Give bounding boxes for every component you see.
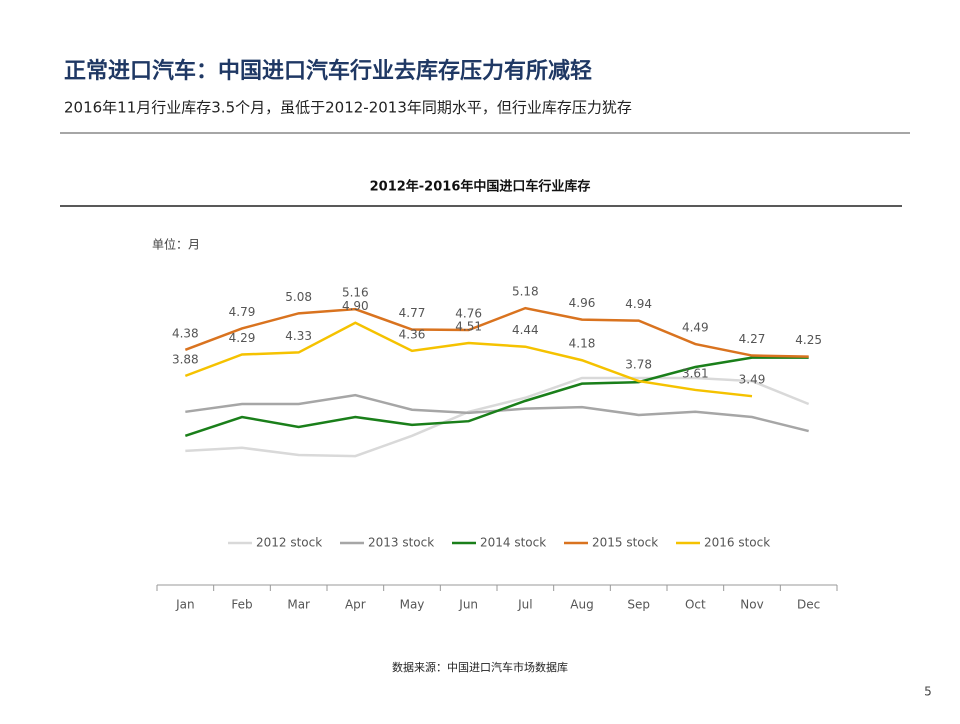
series-line xyxy=(184,356,809,437)
x-tick-label: May xyxy=(400,598,425,612)
data-label: 4.27 xyxy=(739,332,766,346)
x-tick-label: Jun xyxy=(458,598,478,612)
slide-subtitle: 2016年11月行业库存3.5个月，虽低于2012-2013年同期水平，但行业库… xyxy=(64,99,632,117)
x-tick-label: Nov xyxy=(740,598,763,612)
data-label: 3.61 xyxy=(682,366,709,380)
x-tick-label: Sep xyxy=(627,598,650,612)
data-label: 4.96 xyxy=(569,296,596,310)
data-label: 4.33 xyxy=(285,329,312,343)
data-label: 4.94 xyxy=(625,297,652,311)
series-line xyxy=(185,393,809,433)
data-label: 4.49 xyxy=(682,321,709,335)
data-label: 4.44 xyxy=(512,323,539,337)
data-label: 5.16 xyxy=(342,286,369,300)
data-label: 4.25 xyxy=(795,333,822,347)
data-label: 4.77 xyxy=(399,306,426,320)
legend-label: 2015 stock xyxy=(592,536,658,550)
unit-label: 单位：月 xyxy=(152,237,200,252)
data-label: 4.36 xyxy=(399,327,426,341)
legend-label: 2013 stock xyxy=(368,536,434,550)
data-label: 4.90 xyxy=(342,299,369,313)
series-line xyxy=(184,321,753,398)
chart-title: 2012年-2016年中国进口车行业库存 xyxy=(370,179,591,195)
x-tick-label: Jan xyxy=(175,598,195,612)
data-label: 4.76 xyxy=(455,307,482,321)
x-tick-label: Aug xyxy=(570,598,593,612)
data-label: 5.18 xyxy=(512,285,539,299)
legend-label: 2014 stock xyxy=(480,536,546,550)
x-tick-label: Jul xyxy=(517,598,532,612)
data-label: 3.49 xyxy=(739,373,766,387)
x-tick-label: Oct xyxy=(685,598,706,612)
data-label: 3.78 xyxy=(625,358,652,372)
data-label: 3.88 xyxy=(172,352,199,366)
data-label: 4.79 xyxy=(229,305,256,319)
data-label: 4.51 xyxy=(455,320,482,334)
x-tick-label: Feb xyxy=(231,598,252,612)
x-tick-label: Mar xyxy=(287,598,310,612)
source: 数据来源：中国进口汽车市场数据库 xyxy=(392,660,568,674)
page-number: 5 xyxy=(924,685,932,699)
series-line xyxy=(184,306,809,358)
data-label: 5.08 xyxy=(285,290,312,304)
slide-title: 正常进口汽车：中国进口汽车行业去库存压力有所减轻 xyxy=(64,58,592,84)
data-label: 4.38 xyxy=(172,326,199,340)
legend-label: 2012 stock xyxy=(256,536,322,550)
legend-label: 2016 stock xyxy=(704,536,770,550)
x-tick-label: Apr xyxy=(345,598,366,612)
series-line xyxy=(185,376,810,458)
data-label: 4.29 xyxy=(229,331,256,345)
data-label: 4.18 xyxy=(569,337,596,351)
x-tick-label: Dec xyxy=(797,598,820,612)
